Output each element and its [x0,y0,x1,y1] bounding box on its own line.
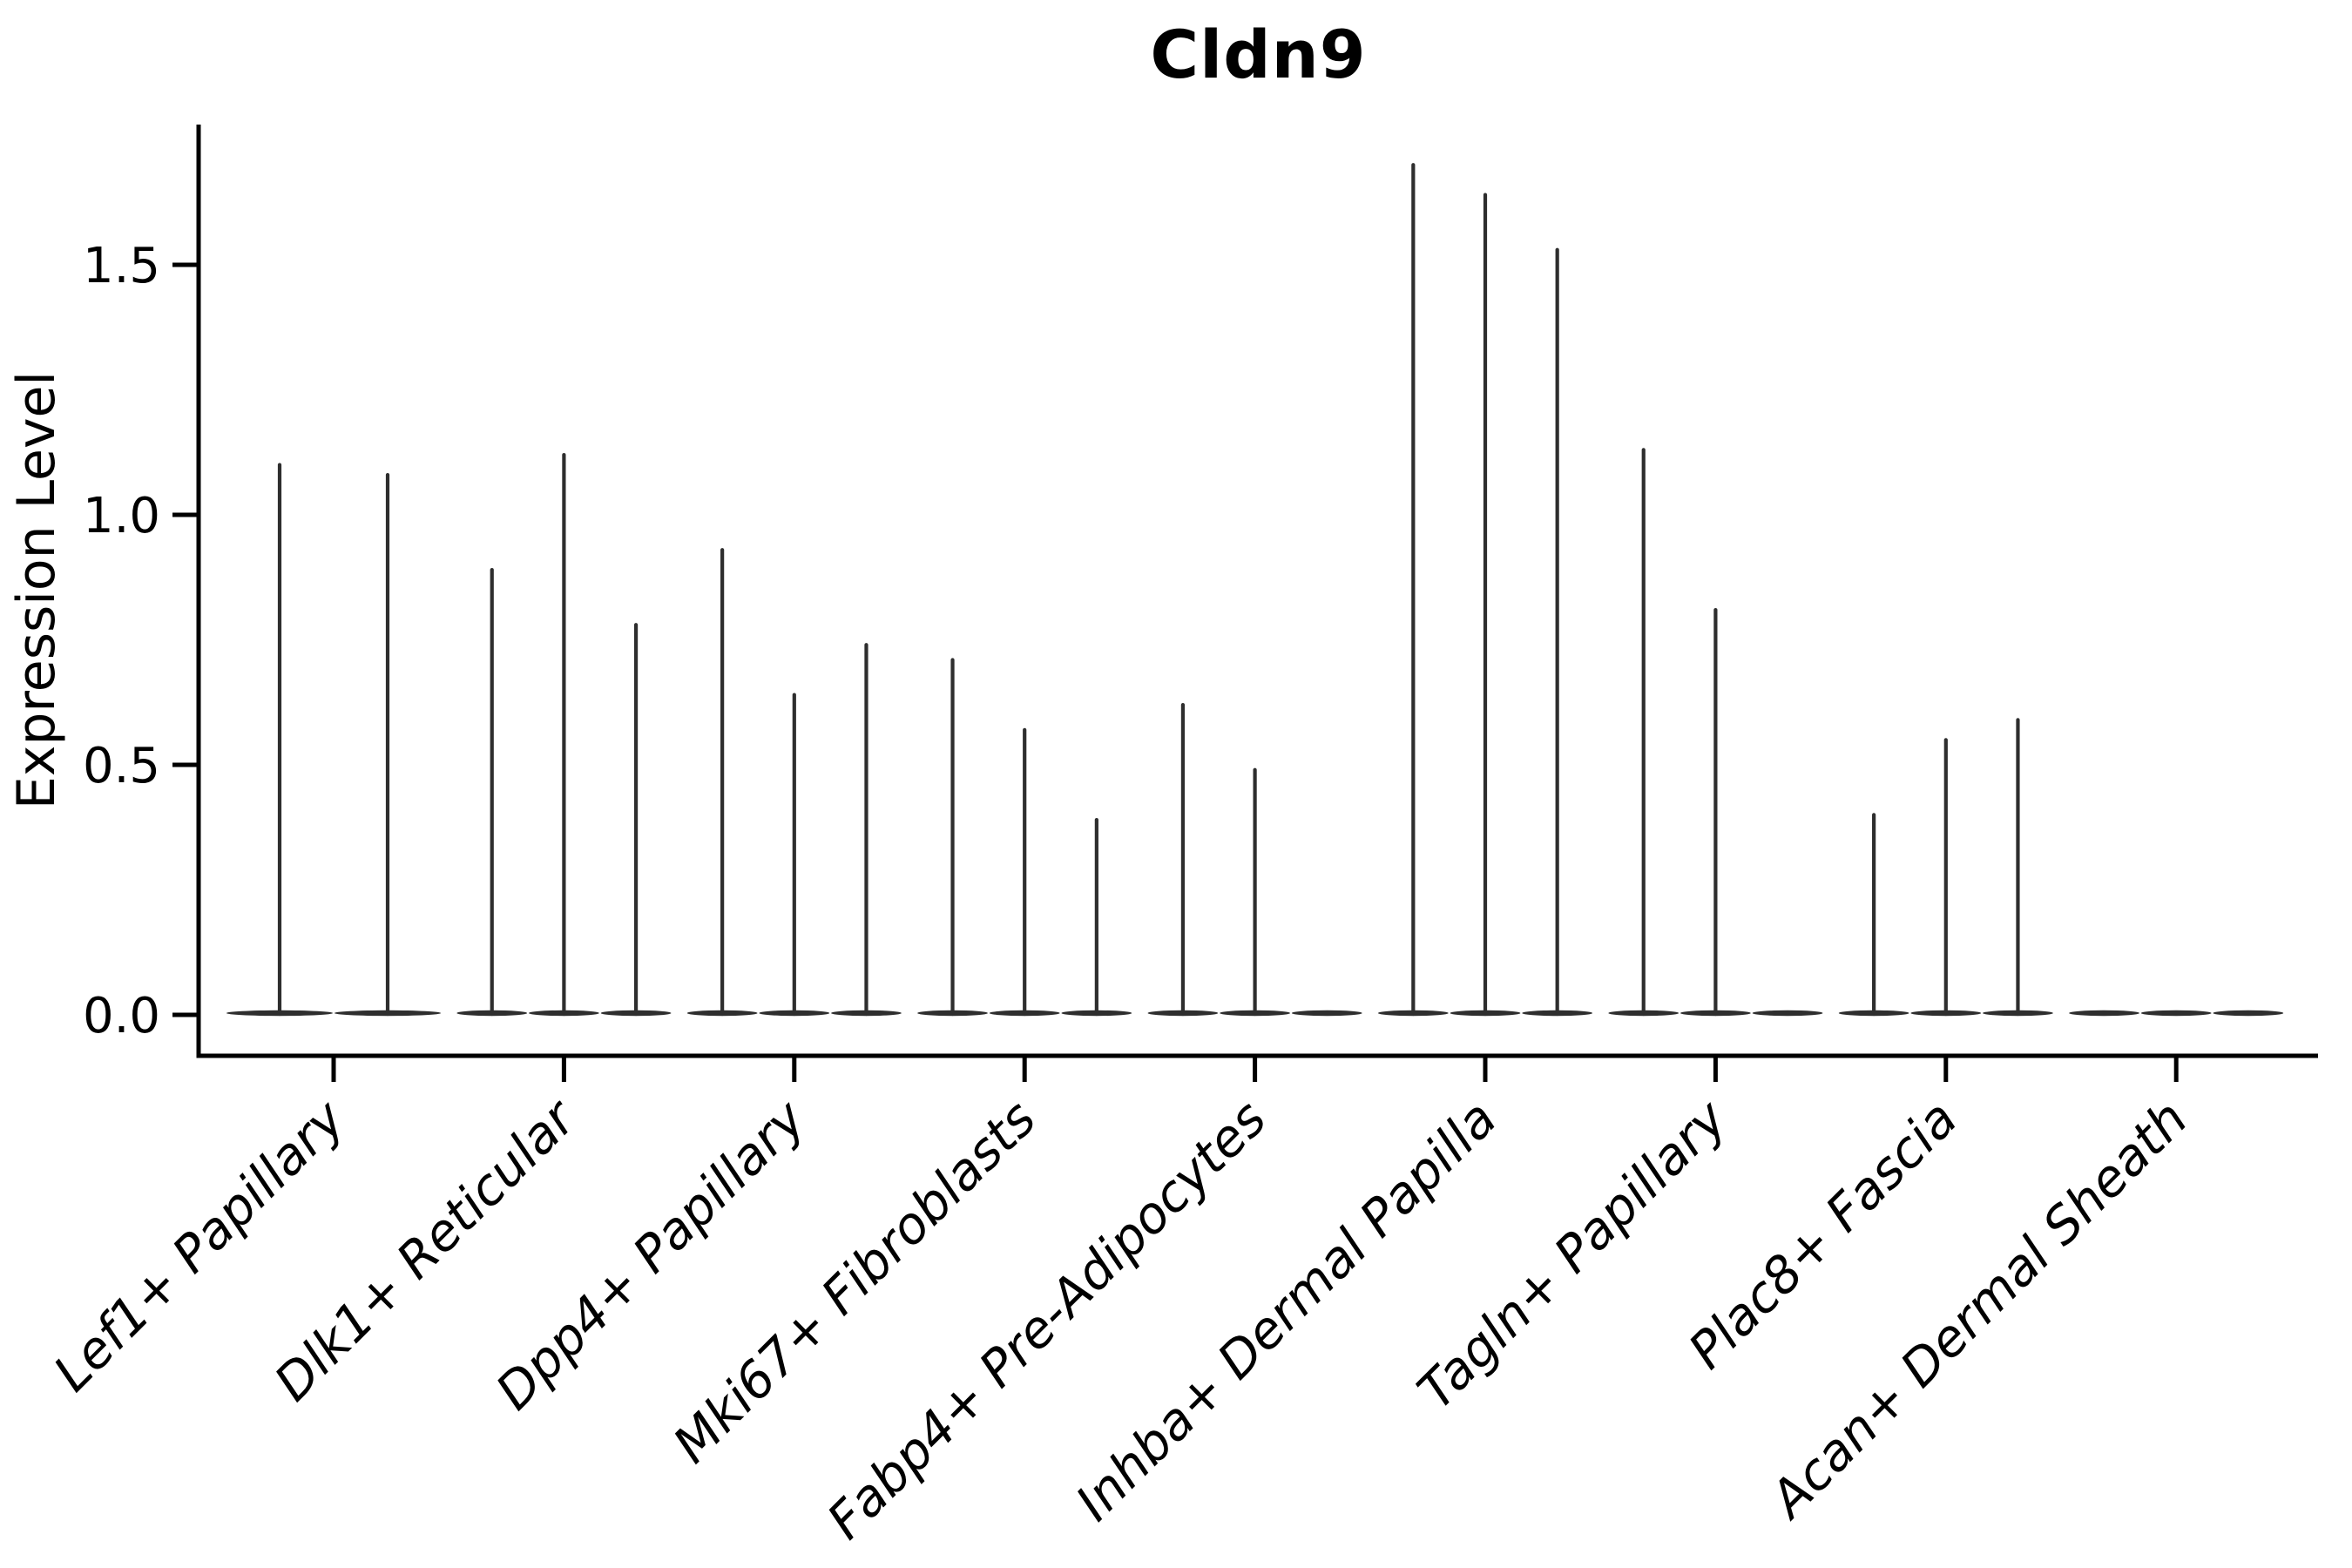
x-tick-label: Fabp4+ Pre-Adipocytes [815,1089,1277,1551]
violin-group [1378,163,1592,1017]
violin-base [2069,1010,2139,1017]
y-tick-label: 0.5 [83,738,160,794]
violin-group [1838,718,2053,1017]
violin-group [456,453,672,1017]
violin-group [1147,703,1362,1017]
y-axis-label: Expression Level [6,371,67,809]
violin-base [1752,1010,1823,1017]
violin-group [2069,1010,2284,1017]
violin-group [226,463,441,1017]
x-tick-label: Acan+ Dermal Sheath [1756,1089,2199,1531]
chart-title: Cldn9 [1150,16,1367,93]
violin-base [2213,1010,2284,1017]
y-tick-label: 1.5 [83,238,160,294]
violin-base [2140,1010,2212,1017]
violin-group [686,548,902,1017]
x-tick-label: Inhba+ Dermal Papilla [1064,1089,1508,1532]
violin-group [1608,448,1823,1017]
y-tick-label: 0.0 [83,988,160,1044]
violin-base [1291,1010,1362,1017]
violin-group [917,658,1132,1017]
y-tick-label: 1.0 [83,488,160,544]
